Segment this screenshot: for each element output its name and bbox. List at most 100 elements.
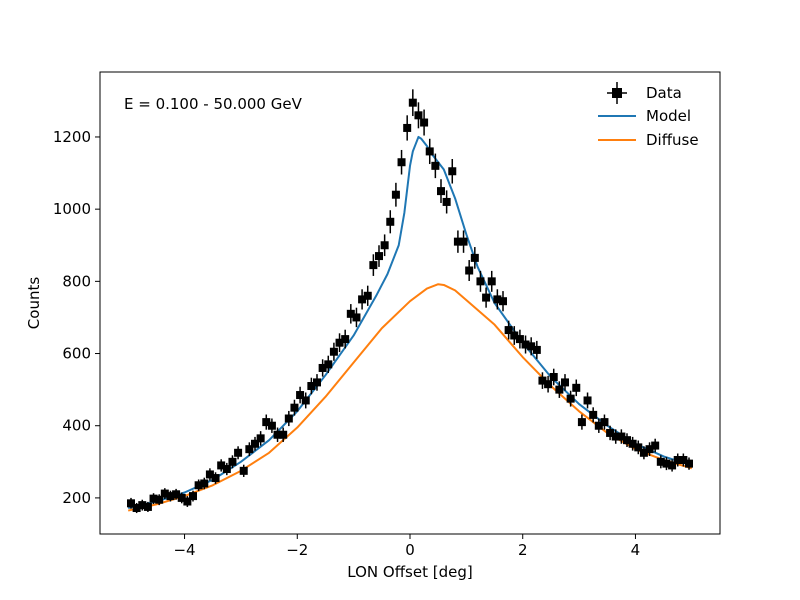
data-point xyxy=(544,375,553,393)
data-point-marker xyxy=(127,499,135,508)
data-point-marker xyxy=(639,448,648,457)
data-point-marker xyxy=(234,448,243,457)
data-point-marker xyxy=(476,277,485,286)
legend-label-model: Model xyxy=(646,107,691,125)
data-point xyxy=(189,490,197,502)
data-point-marker xyxy=(561,378,569,387)
data-point-marker xyxy=(358,295,367,304)
data-point-marker xyxy=(194,481,203,490)
data-point-marker xyxy=(679,456,688,465)
data-point xyxy=(437,179,445,204)
data-point xyxy=(425,138,434,165)
y-tick-label: 600 xyxy=(62,345,91,363)
data-point-marker xyxy=(211,474,220,483)
data-point xyxy=(211,472,220,484)
data-point-marker xyxy=(307,382,316,391)
data-point-marker xyxy=(132,504,141,513)
data-point xyxy=(583,392,592,409)
data-point-marker xyxy=(482,293,491,302)
data-point xyxy=(369,254,378,276)
data-point xyxy=(448,158,457,184)
data-point xyxy=(408,89,417,117)
data-point-marker xyxy=(470,253,479,262)
data-point xyxy=(329,342,338,361)
data-point-marker xyxy=(566,394,575,403)
x-tick-label: 2 xyxy=(518,541,528,559)
data-point xyxy=(155,494,164,506)
data-point-marker xyxy=(493,295,502,304)
data-point-marker xyxy=(504,326,513,335)
data-point xyxy=(324,355,333,374)
data-point xyxy=(228,455,237,469)
y-tick-label: 1200 xyxy=(53,128,91,146)
data-point-marker xyxy=(431,161,440,170)
data-point-marker xyxy=(453,237,462,246)
series-layer xyxy=(127,89,693,514)
data-point xyxy=(515,329,524,349)
data-point-marker xyxy=(515,335,524,344)
data-point-marker xyxy=(329,347,338,356)
data-point-marker xyxy=(172,490,181,499)
data-point xyxy=(420,109,429,136)
data-point-marker xyxy=(138,501,147,510)
data-point-marker xyxy=(437,187,445,196)
data-point xyxy=(561,374,569,391)
data-point xyxy=(313,374,321,391)
data-point-marker xyxy=(510,331,519,340)
data-point-marker xyxy=(555,385,564,394)
series-model-line xyxy=(127,135,693,509)
data-point xyxy=(600,414,609,430)
data-point-marker xyxy=(262,418,271,427)
data-point xyxy=(476,270,485,292)
data-point xyxy=(566,390,575,407)
data-point-marker xyxy=(296,391,305,400)
data-point xyxy=(685,457,693,470)
data-point-marker xyxy=(617,432,626,441)
data-point-marker xyxy=(589,410,598,419)
data-point xyxy=(442,190,451,214)
data-point xyxy=(284,410,293,427)
data-point xyxy=(572,379,581,397)
data-point xyxy=(414,102,423,129)
legend: Data Model Diffuse xyxy=(598,82,699,149)
data-point xyxy=(290,399,299,416)
data-point-marker xyxy=(459,237,468,246)
data-point xyxy=(549,368,558,386)
data-point-marker xyxy=(420,118,429,127)
data-point-marker xyxy=(656,457,665,466)
data-point-marker xyxy=(645,445,654,454)
data-point-marker xyxy=(583,396,592,405)
data-point xyxy=(239,464,248,477)
data-point xyxy=(504,320,513,340)
data-point-marker xyxy=(143,502,152,511)
data-point xyxy=(375,245,383,267)
legend-label-data: Data xyxy=(646,84,682,102)
data-point xyxy=(577,414,586,430)
data-point-marker xyxy=(335,338,344,347)
data-point-marker xyxy=(200,479,209,488)
data-point-marker xyxy=(538,376,547,385)
data-point xyxy=(200,477,209,490)
data-point xyxy=(482,287,491,308)
data-point-marker xyxy=(611,432,620,441)
data-point-marker xyxy=(279,430,288,439)
y-tick-label: 200 xyxy=(62,489,91,507)
data-point-marker xyxy=(634,443,643,452)
energy-range-annotation: E = 0.100 - 50.000 GeV xyxy=(124,95,303,113)
data-point-marker xyxy=(228,457,237,466)
y-axis: 200 400 600 800 1000 1200 xyxy=(53,128,100,507)
data-point-marker xyxy=(256,434,265,443)
data-point-marker xyxy=(205,470,214,479)
legend-data-marker xyxy=(612,88,622,98)
data-point xyxy=(487,270,496,292)
data-point-marker xyxy=(363,291,372,300)
data-point-marker xyxy=(160,489,169,498)
data-point xyxy=(532,340,541,359)
data-point-marker xyxy=(600,418,609,427)
data-point xyxy=(363,285,372,306)
data-point xyxy=(352,307,361,328)
data-point-marker xyxy=(448,167,457,176)
y-tick-label: 800 xyxy=(62,272,91,290)
data-point-marker xyxy=(544,380,553,389)
x-tick-label: −2 xyxy=(286,541,308,559)
